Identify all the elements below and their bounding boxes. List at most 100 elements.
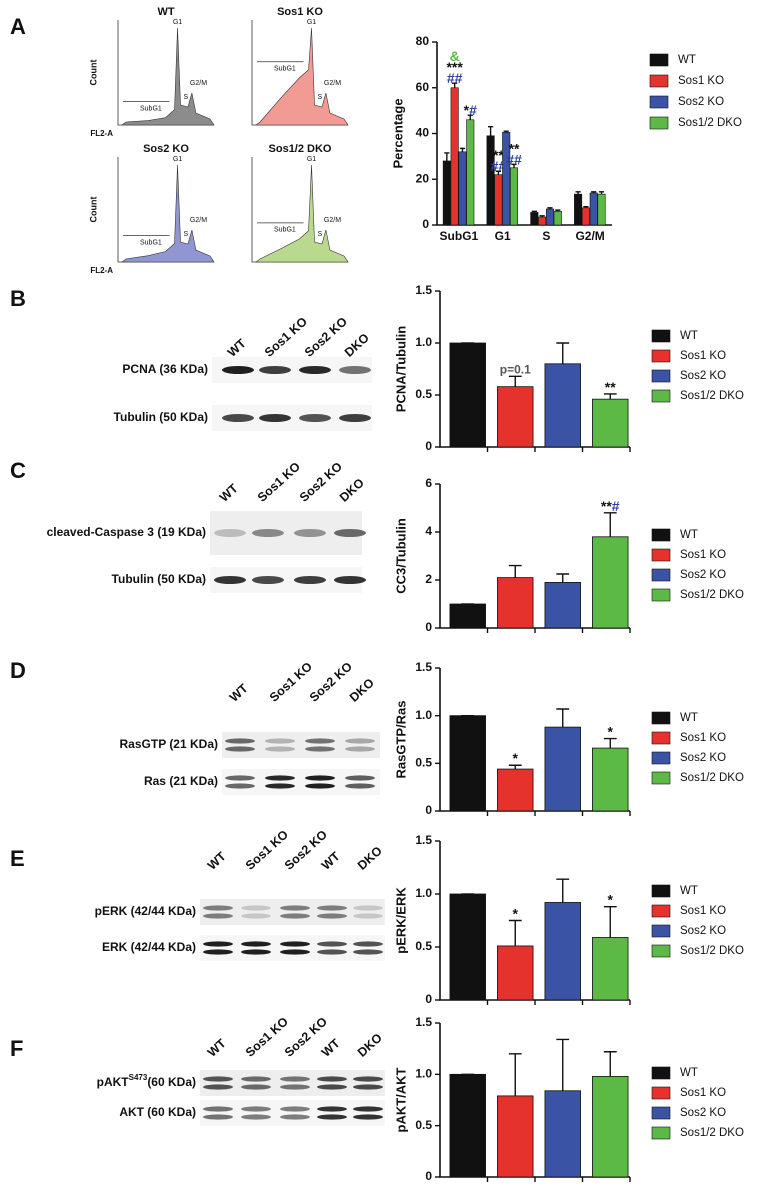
blot-band bbox=[265, 783, 295, 789]
lane-label: WT bbox=[225, 336, 249, 360]
significance-part: ** bbox=[509, 140, 520, 156]
blot-strip bbox=[222, 769, 380, 795]
y-tick-label: 4 bbox=[425, 524, 432, 538]
bar bbox=[544, 1090, 581, 1178]
flow-ylabel: Count bbox=[88, 197, 98, 223]
legend-swatch bbox=[651, 1106, 671, 1120]
blot-band bbox=[317, 1114, 347, 1120]
blot-band bbox=[252, 529, 284, 537]
bar bbox=[497, 386, 534, 448]
row-label-text: cleaved-Caspase 3 (19 KDa) bbox=[47, 525, 206, 539]
row-label-text: RasGTP (21 KDa) bbox=[120, 737, 218, 751]
bar bbox=[592, 536, 629, 629]
error-bar bbox=[531, 210, 537, 213]
legend-label: Sos2 KO bbox=[680, 1107, 726, 1119]
lane-label: DKO bbox=[342, 331, 372, 360]
blot-band bbox=[299, 366, 331, 374]
y-axis-label: pERK/ERK bbox=[393, 887, 408, 954]
error-bar bbox=[508, 1053, 522, 1096]
row-label-text: Tubulin (50 KDa) bbox=[112, 572, 206, 586]
significance: ** bbox=[493, 147, 504, 163]
error-bar bbox=[547, 207, 553, 209]
blot-band bbox=[305, 775, 335, 781]
significance-part: * bbox=[513, 750, 519, 766]
panel-letter: F bbox=[10, 1036, 23, 1061]
error-bar bbox=[556, 342, 570, 364]
blot-band bbox=[305, 783, 335, 789]
panel-letter: C bbox=[10, 458, 26, 483]
blot-band bbox=[280, 913, 310, 919]
legend-label: Sos2 KO bbox=[680, 370, 726, 382]
row-label: Tubulin (50 KDa) bbox=[112, 572, 206, 586]
legend-label: Sos2 KO bbox=[680, 925, 726, 937]
row-label: Tubulin (50 KDa) bbox=[114, 410, 208, 424]
bar bbox=[494, 174, 503, 226]
blot-band bbox=[294, 576, 326, 584]
bar bbox=[592, 1075, 629, 1178]
error-bar bbox=[575, 191, 581, 195]
blot-band bbox=[299, 414, 331, 422]
lane-label: WT bbox=[319, 849, 343, 873]
error-bar bbox=[603, 906, 617, 938]
blot-band bbox=[241, 1084, 271, 1090]
blot-band bbox=[345, 738, 375, 744]
blot-band bbox=[265, 746, 295, 752]
bar bbox=[449, 1073, 486, 1178]
significance-part: * bbox=[513, 905, 519, 921]
blot-band bbox=[305, 738, 335, 744]
flow-title: Sos1/2 DKO bbox=[269, 143, 332, 155]
bar bbox=[449, 715, 486, 812]
blot-strip bbox=[200, 935, 385, 961]
y-axis-label: Percentage bbox=[390, 98, 405, 168]
row-label-rest: (60 KDa) bbox=[147, 1075, 196, 1089]
bar bbox=[544, 902, 581, 1001]
blot-band bbox=[317, 941, 347, 947]
peak-label: G1 bbox=[307, 19, 316, 26]
bar bbox=[449, 603, 486, 629]
error-bar bbox=[503, 130, 509, 133]
significance: * bbox=[513, 905, 519, 921]
lane-label: Sos2 KO bbox=[307, 659, 355, 704]
y-tick-label: 1.0 bbox=[415, 708, 432, 722]
bar bbox=[450, 87, 459, 226]
error-bar bbox=[508, 919, 522, 946]
blot-band bbox=[241, 941, 271, 947]
blot-band bbox=[353, 1084, 383, 1090]
legend-swatch bbox=[651, 944, 671, 958]
blot-band bbox=[334, 576, 366, 584]
y-tick-label: 0.5 bbox=[415, 939, 432, 953]
peak-label: SubG1 bbox=[274, 66, 296, 73]
row-label: RasGTP (21 KDa) bbox=[120, 737, 218, 751]
flow-xlabel: FL2-A bbox=[90, 129, 113, 138]
blot-band bbox=[241, 949, 271, 955]
peak-label: S bbox=[184, 94, 189, 101]
bar bbox=[553, 210, 562, 226]
blot-band bbox=[294, 529, 326, 537]
x-tick-label: G2/M bbox=[575, 229, 604, 243]
bar bbox=[466, 119, 475, 226]
error-bar bbox=[508, 564, 522, 578]
blot-band bbox=[280, 1076, 310, 1082]
y-tick-label: 0 bbox=[425, 803, 432, 817]
legend-label: Sos2 KO bbox=[680, 569, 726, 581]
legend-label: Sos1/2 DKO bbox=[680, 945, 744, 957]
significance-part: ** bbox=[493, 147, 504, 163]
y-tick-label: 40 bbox=[416, 126, 430, 140]
significance: *# bbox=[464, 102, 477, 118]
bar bbox=[458, 151, 467, 226]
blot-band bbox=[241, 913, 271, 919]
flow-title: Sos2 KO bbox=[143, 143, 189, 155]
significance-part: * bbox=[608, 723, 614, 739]
blot-band bbox=[353, 949, 383, 955]
row-label-text: Ras (21 KDa) bbox=[144, 774, 218, 788]
row-label-text: pERK (42/44 KDa) bbox=[95, 904, 196, 918]
legend-label: Sos1/2 DKO bbox=[680, 1127, 744, 1139]
significance-part: * bbox=[608, 891, 614, 907]
blot-strip bbox=[200, 1070, 385, 1096]
significance: p=0.1 bbox=[500, 362, 531, 376]
row-label: ERK (42/44 KDa) bbox=[102, 940, 196, 954]
error-bar bbox=[603, 737, 617, 749]
error-bar bbox=[487, 125, 494, 136]
blot-band bbox=[225, 746, 255, 752]
legend-label: WT bbox=[680, 529, 698, 541]
